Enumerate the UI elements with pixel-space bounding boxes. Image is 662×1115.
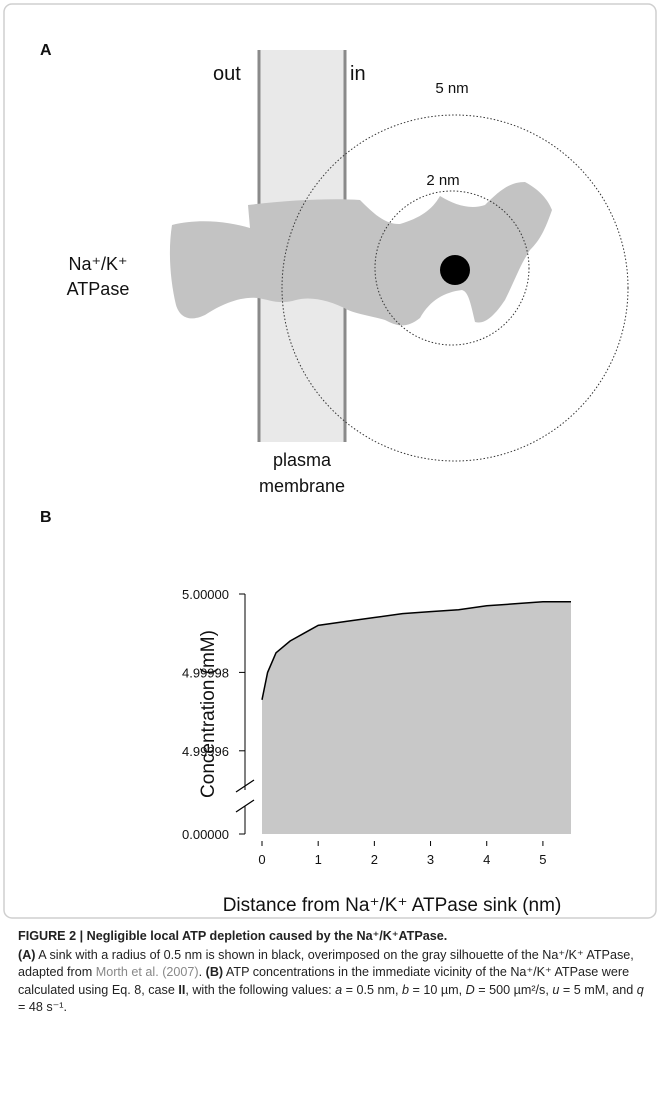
caption-text: , with the following values: bbox=[185, 983, 335, 997]
circle-label: 5 nm bbox=[435, 80, 468, 97]
figure: A out in 5 nm 2 nm Na⁺/K⁺ ATPase plasma … bbox=[0, 0, 662, 925]
x-tick-label: 4 bbox=[483, 852, 490, 867]
y-tick-label: 5.00000 bbox=[182, 587, 229, 602]
membrane-label: membrane bbox=[259, 476, 345, 496]
protein-label: ATPase bbox=[67, 279, 130, 299]
x-tick-label: 5 bbox=[539, 852, 546, 867]
caption-text: = 5 mM, and bbox=[559, 983, 636, 997]
in-label: in bbox=[350, 63, 366, 85]
out-label: out bbox=[213, 63, 241, 85]
circle-label: 2 nm bbox=[426, 172, 459, 189]
caption-text: (B) bbox=[206, 965, 223, 979]
x-tick-label: 3 bbox=[427, 852, 434, 867]
caption-text: = 48 s⁻¹. bbox=[18, 1000, 67, 1014]
caption-text: . bbox=[199, 965, 206, 979]
page: A out in 5 nm 2 nm Na⁺/K⁺ ATPase plasma … bbox=[0, 0, 662, 1115]
caption: FIGURE 2 | Negligible local ATP depletio… bbox=[18, 928, 644, 1017]
x-tick-label: 2 bbox=[371, 852, 378, 867]
x-tick-label: 0 bbox=[258, 852, 265, 867]
caption-variable: D bbox=[466, 983, 475, 997]
caption-text: = 500 µm²/s, bbox=[475, 983, 553, 997]
y-axis-title: Concentration (mM) bbox=[198, 630, 219, 798]
panel-label: A bbox=[40, 42, 52, 59]
membrane-label: plasma bbox=[273, 450, 332, 470]
x-axis-title: Distance from Na⁺/K⁺ ATPase sink (nm) bbox=[223, 895, 562, 916]
caption-title: FIGURE 2 | Negligible local ATP depletio… bbox=[18, 928, 644, 946]
sink bbox=[440, 255, 470, 285]
protein-label: Na⁺/K⁺ bbox=[68, 254, 127, 274]
caption-text: = 10 µm, bbox=[409, 983, 466, 997]
caption-variable: b bbox=[402, 983, 409, 997]
panel-label: B bbox=[40, 509, 52, 526]
x-tick-label: 1 bbox=[315, 852, 322, 867]
caption-variable: q bbox=[637, 983, 644, 997]
area bbox=[262, 602, 571, 834]
caption-text: = 0.5 nm, bbox=[342, 983, 402, 997]
caption-text: (A) bbox=[18, 948, 35, 962]
caption-reference[interactable]: Morth et al. (2007) bbox=[96, 965, 199, 979]
y-tick-label: 0.00000 bbox=[182, 827, 229, 842]
